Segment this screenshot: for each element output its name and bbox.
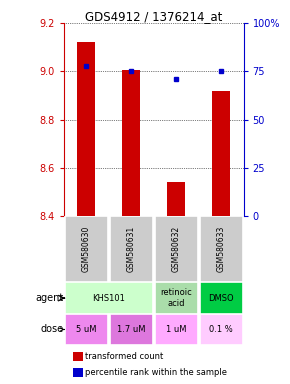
Text: dose: dose xyxy=(41,324,64,334)
Bar xyxy=(77,42,95,216)
Bar xyxy=(73,368,83,377)
Text: percentile rank within the sample: percentile rank within the sample xyxy=(85,368,227,377)
FancyBboxPatch shape xyxy=(200,314,243,345)
Bar xyxy=(167,182,185,216)
Title: GDS4912 / 1376214_at: GDS4912 / 1376214_at xyxy=(85,10,222,23)
Text: 0.1 %: 0.1 % xyxy=(209,325,233,334)
Bar xyxy=(73,352,83,361)
Text: transformed count: transformed count xyxy=(85,352,164,361)
Text: GSM580633: GSM580633 xyxy=(217,226,226,272)
FancyBboxPatch shape xyxy=(155,216,198,283)
FancyBboxPatch shape xyxy=(200,283,243,314)
Text: 5 uM: 5 uM xyxy=(76,325,97,334)
Text: 1.7 uM: 1.7 uM xyxy=(117,325,146,334)
FancyBboxPatch shape xyxy=(65,283,153,314)
Bar xyxy=(122,70,140,216)
Text: GSM580632: GSM580632 xyxy=(172,226,181,272)
FancyBboxPatch shape xyxy=(155,283,198,314)
Text: KHS101: KHS101 xyxy=(92,294,125,303)
FancyBboxPatch shape xyxy=(200,216,243,283)
Text: retinoic
acid: retinoic acid xyxy=(160,288,192,308)
Text: 1 uM: 1 uM xyxy=(166,325,186,334)
Bar xyxy=(212,91,230,216)
FancyBboxPatch shape xyxy=(110,314,153,345)
Text: GSM580631: GSM580631 xyxy=(127,226,136,272)
Text: agent: agent xyxy=(36,293,64,303)
FancyBboxPatch shape xyxy=(65,314,108,345)
FancyBboxPatch shape xyxy=(155,314,198,345)
Text: DMSO: DMSO xyxy=(208,294,234,303)
Text: GSM580630: GSM580630 xyxy=(82,226,91,272)
FancyBboxPatch shape xyxy=(110,216,153,283)
FancyBboxPatch shape xyxy=(65,216,108,283)
